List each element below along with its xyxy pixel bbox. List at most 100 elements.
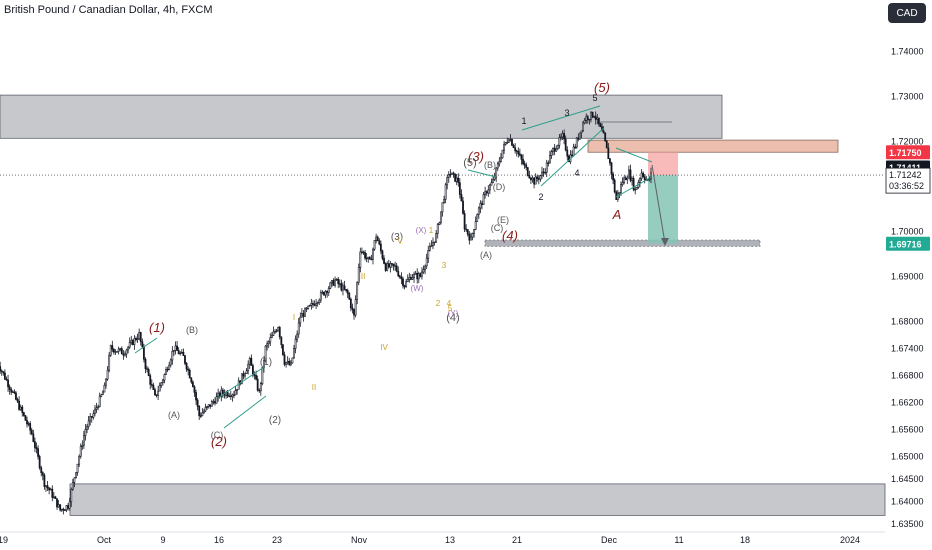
candle (482, 192, 485, 205)
candle (274, 328, 276, 334)
candle-body (463, 213, 466, 230)
candle-body (387, 263, 390, 268)
candle (634, 186, 637, 195)
candle (49, 487, 52, 491)
candle (409, 274, 412, 281)
candle-body (337, 278, 340, 285)
candle-body (610, 162, 613, 175)
candle (443, 195, 445, 204)
candle (124, 351, 126, 357)
candle-body (506, 141, 509, 144)
candle-body (642, 172, 645, 178)
candle-body (105, 378, 107, 386)
wave2-channel-bottom (223, 395, 267, 429)
candle-body (237, 380, 240, 390)
candle (414, 270, 417, 275)
candle-body (522, 159, 524, 165)
candle (71, 478, 74, 491)
candle-body (507, 139, 510, 143)
wave-label: 1 (521, 116, 526, 126)
candle (24, 415, 27, 421)
candle-body (449, 173, 452, 176)
candle (419, 272, 422, 278)
candle-body (403, 285, 406, 288)
candle-body (282, 344, 284, 356)
candle-body (447, 173, 450, 178)
candle-body (283, 354, 286, 365)
candle-body (329, 282, 332, 289)
candle-body (479, 202, 482, 209)
candle-body (64, 509, 66, 512)
candle (507, 138, 510, 143)
candle (111, 340, 114, 353)
candle (64, 509, 66, 512)
candle (2, 371, 5, 376)
candle (376, 235, 379, 242)
candle-body (169, 359, 172, 366)
candle-body (209, 404, 212, 407)
candle-body (378, 240, 381, 245)
candle-body (280, 336, 283, 345)
candle-body (544, 171, 547, 174)
candle-body (71, 482, 74, 490)
candle (195, 389, 197, 405)
candle-body (495, 167, 498, 178)
candle (623, 175, 626, 185)
candle-body (530, 177, 532, 181)
candle (610, 161, 613, 180)
candle (54, 495, 57, 499)
candle (27, 421, 30, 427)
candle-body (79, 446, 82, 457)
candle-body (160, 382, 163, 386)
candle-body (503, 143, 505, 151)
candle (319, 289, 322, 303)
candle (130, 335, 133, 345)
candle-body (108, 354, 111, 371)
candle (176, 341, 178, 351)
candle-body (191, 381, 194, 388)
candle-body (258, 389, 261, 392)
candle (165, 366, 167, 376)
candle-body (490, 182, 493, 186)
candle (209, 404, 212, 409)
currency-button[interactable]: CAD (888, 3, 926, 23)
candle (220, 386, 223, 402)
candle-body (266, 343, 269, 347)
candle (446, 174, 449, 190)
candle-body (68, 501, 71, 509)
candle (62, 507, 65, 515)
candle-body (150, 384, 153, 386)
wave-label: (4) (446, 312, 459, 324)
candle (416, 268, 419, 284)
candle-body (441, 202, 444, 213)
candle-body (179, 352, 182, 355)
candle (199, 412, 202, 419)
candle-body (348, 293, 351, 300)
candle-body (221, 389, 224, 394)
wave-label: (E) (497, 215, 509, 225)
candle-body (400, 276, 403, 280)
candle-body (623, 177, 626, 183)
price-tick-label: 1.69000 (891, 272, 924, 282)
candle (87, 415, 90, 430)
candle (267, 340, 270, 349)
candle (474, 216, 477, 231)
candle-body (22, 412, 25, 416)
candle (536, 174, 539, 182)
candle (631, 176, 633, 186)
candle (215, 392, 218, 404)
candle-body (255, 375, 257, 380)
candle (650, 167, 652, 184)
candle-body (334, 279, 336, 286)
candle (389, 260, 392, 273)
candle-body (233, 394, 235, 396)
candle (152, 382, 155, 391)
wave-label: (5) (463, 157, 476, 169)
candle-body (65, 505, 68, 511)
candle-body (571, 154, 573, 156)
candle (569, 150, 572, 165)
candle (574, 143, 577, 149)
candle-body (359, 251, 362, 268)
